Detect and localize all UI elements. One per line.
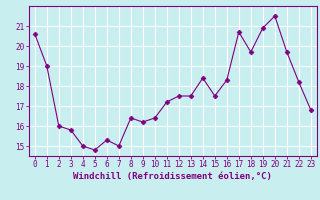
X-axis label: Windchill (Refroidissement éolien,°C): Windchill (Refroidissement éolien,°C) — [73, 172, 272, 181]
